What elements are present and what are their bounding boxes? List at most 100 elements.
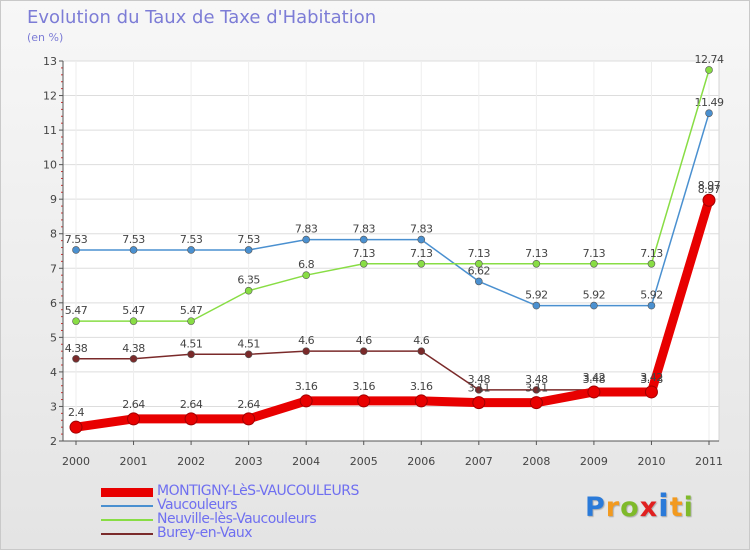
- data-point: [529, 396, 543, 410]
- chart-title: Evolution du Taux de Taxe d'Habitation: [27, 7, 377, 28]
- y-axis-unit: (en %): [27, 31, 64, 44]
- data-point: [475, 277, 483, 286]
- data-point: [475, 386, 483, 394]
- data-label: 3.16: [352, 380, 375, 393]
- data-point: [475, 259, 483, 268]
- data-label: 7.83: [352, 223, 375, 236]
- series-line-0: [71, 195, 714, 432]
- data-label: 3.11: [468, 382, 491, 395]
- data-point: [72, 354, 80, 363]
- legend-swatch: [101, 519, 153, 521]
- data-point: [587, 385, 601, 399]
- data-point: [302, 271, 310, 279]
- data-point: [417, 347, 426, 355]
- data-point: [590, 301, 598, 310]
- data-point: [357, 394, 371, 408]
- x-tick-label: 2011: [695, 455, 723, 468]
- data-label: 2.64: [122, 398, 145, 411]
- data-label: 4.6: [356, 334, 372, 347]
- data-label: 7.83: [410, 223, 433, 236]
- data-label: 3.48: [583, 373, 606, 386]
- data-point: [187, 317, 195, 325]
- y-tick-label: 10: [43, 159, 57, 172]
- legend-label: MONTIGNY-LèS-VAUCOULEURS: [157, 483, 359, 499]
- data-label: 4.6: [298, 334, 314, 347]
- data-point: [72, 317, 80, 325]
- legend-swatch: [101, 487, 153, 497]
- data-point: [69, 420, 83, 434]
- data-point: [590, 259, 598, 268]
- data-label: 5.92: [525, 289, 548, 302]
- data-label: 3.11: [525, 382, 548, 395]
- data-label: 3.42: [583, 371, 606, 384]
- data-point: [472, 396, 486, 410]
- y-tick-label: 2: [50, 435, 57, 448]
- data-label: 4.38: [65, 342, 88, 355]
- data-point: [532, 386, 541, 394]
- y-tick-label: 12: [43, 90, 57, 103]
- data-label: 7.53: [180, 233, 203, 246]
- data-label: 11.49: [695, 96, 724, 109]
- data-label: 5.47: [65, 304, 88, 317]
- data-point: [359, 347, 368, 355]
- data-label: 2.64: [180, 398, 203, 411]
- data-label: 7.13: [583, 247, 606, 260]
- proxiti-logo: Proxiti: [585, 488, 694, 524]
- data-label: 4.51: [180, 337, 203, 350]
- data-point: [187, 246, 195, 254]
- data-label: 5.92: [583, 289, 606, 302]
- data-point: [244, 350, 253, 359]
- data-label: 7.13: [640, 247, 663, 260]
- data-point: [299, 394, 313, 408]
- data-point: [242, 412, 256, 426]
- data-point: [244, 286, 253, 295]
- data-label: 4.6: [413, 334, 429, 347]
- y-tick-label: 3: [50, 400, 57, 413]
- data-point: [359, 235, 368, 244]
- data-point: [184, 412, 198, 426]
- data-point: [302, 235, 310, 244]
- x-tick-label: 2006: [407, 455, 435, 468]
- x-tick-label: 2010: [637, 455, 665, 468]
- data-label: 3.16: [410, 380, 433, 393]
- data-label: 2.4: [68, 406, 84, 419]
- data-label: 8.97: [698, 179, 721, 192]
- data-label: 3.16: [295, 380, 318, 393]
- data-point: [129, 354, 138, 363]
- data-point: [532, 259, 541, 268]
- data-point: [644, 385, 658, 399]
- data-label: 6.8: [298, 258, 314, 271]
- x-tick-label: 2009: [580, 455, 608, 468]
- data-label: 6.35: [237, 274, 260, 287]
- data-point: [705, 66, 713, 74]
- y-tick-label: 8: [50, 228, 57, 241]
- data-label: 4.38: [122, 342, 145, 355]
- data-label: 8.97: [698, 183, 721, 196]
- x-tick-label: 2002: [177, 455, 205, 468]
- x-tick-label: 2004: [292, 455, 320, 468]
- x-tick-label: 2005: [350, 455, 378, 468]
- data-label: 7.13: [352, 247, 375, 260]
- y-tick-label: 13: [43, 55, 57, 68]
- data-point: [647, 301, 656, 310]
- data-label: 5.47: [180, 304, 203, 317]
- data-point: [302, 347, 310, 355]
- data-point: [702, 193, 716, 207]
- data-point: [417, 235, 426, 244]
- data-point: [359, 259, 368, 268]
- series-line-1: [75, 112, 710, 307]
- plot-area: [62, 60, 720, 442]
- data-point: [129, 246, 138, 254]
- data-label: 3.48: [525, 373, 548, 386]
- data-label: 6.62: [468, 264, 491, 277]
- x-tick-label: 2000: [62, 455, 90, 468]
- data-label: 12.74: [695, 53, 724, 66]
- legend-label: Neuville-lès-Vaucouleurs: [157, 511, 317, 527]
- data-point: [72, 246, 80, 254]
- x-tick-label: 2001: [120, 455, 148, 468]
- data-point: [532, 301, 541, 310]
- data-label: 7.53: [237, 233, 260, 246]
- data-point: [244, 246, 253, 254]
- legend-swatch: [101, 505, 153, 507]
